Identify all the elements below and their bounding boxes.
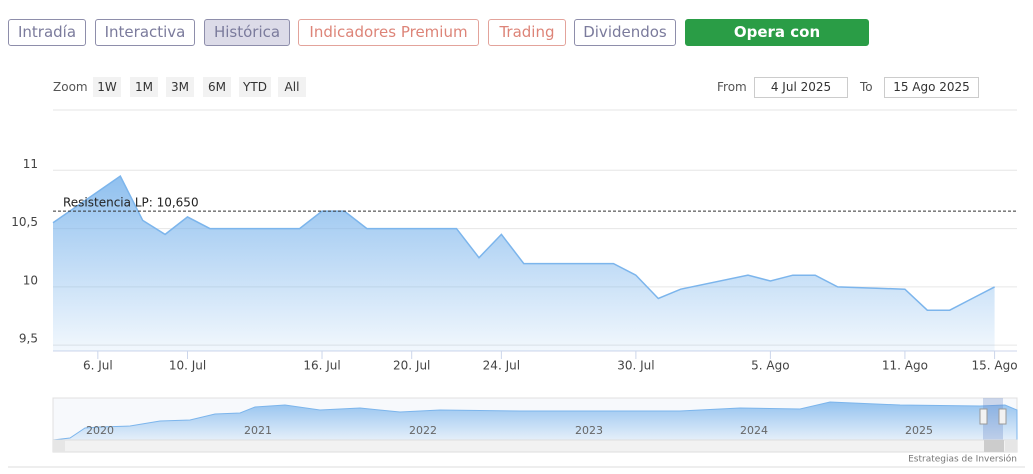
- from-input[interactable]: 4 Jul 2025: [754, 77, 848, 98]
- x-tick-label: 11. Ago: [882, 359, 928, 373]
- zoom-button[interactable]: All: [278, 77, 306, 97]
- navigator-label: 2020: [86, 424, 114, 437]
- scrollbar[interactable]: [52, 439, 1018, 453]
- x-tick-label: 15. Ago: [972, 359, 1018, 373]
- cta-button[interactable]: Opera con Freedom24: [685, 19, 869, 66]
- x-tick-label: 20. Jul: [393, 359, 430, 373]
- scroll-left[interactable]: [53, 440, 65, 452]
- y-tick-label: 9,5: [19, 332, 38, 346]
- zoom-button[interactable]: YTD: [239, 77, 271, 97]
- zoom-button[interactable]: 6M: [203, 77, 231, 97]
- navigator-label: 2021: [244, 424, 272, 437]
- zoom-label: Zoom: [53, 80, 88, 94]
- plot-line-label: Resistencia LP: 10,650: [63, 196, 199, 210]
- navigator-label: 2024: [740, 424, 768, 437]
- x-tick-label: 5. Ago: [751, 359, 789, 373]
- scroll-right[interactable]: [1005, 440, 1017, 452]
- zoom-button[interactable]: 3M: [166, 77, 194, 97]
- navigator: [52, 397, 1018, 453]
- tab[interactable]: Trading: [488, 19, 566, 46]
- navigator-area: [52, 401, 1018, 441]
- x-tick-label: 6. Jul: [83, 359, 113, 373]
- line: [52, 174, 995, 311]
- y-tick-label: 10,5: [11, 215, 38, 229]
- x-tick-label: 24. Jul: [483, 359, 520, 373]
- navigator-label: 2025: [905, 424, 933, 437]
- y-tick-label: 11: [23, 157, 38, 171]
- tab[interactable]: Dividendos: [574, 19, 676, 46]
- area: [53, 176, 995, 351]
- to-input[interactable]: 15 Ago 2025: [884, 77, 979, 98]
- zoom-button[interactable]: 1M: [130, 77, 158, 97]
- navigator-label: 2022: [409, 424, 437, 437]
- scrollbar-thumb[interactable]: [984, 440, 1004, 452]
- credit: Estrategias de Inversión: [908, 454, 1017, 465]
- tab[interactable]: Histórica: [204, 19, 290, 46]
- navigator-mask: [983, 398, 1003, 440]
- navigator-handle[interactable]: [979, 408, 988, 425]
- x-tick-label: 10. Jul: [169, 359, 206, 373]
- navigator-label: 2023: [575, 424, 603, 437]
- x-tick-label: 16. Jul: [303, 359, 340, 373]
- to-label: To: [860, 80, 873, 94]
- navigator-handle[interactable]: [998, 408, 1007, 425]
- tab[interactable]: Intradía: [8, 19, 86, 46]
- tab[interactable]: Indicadores Premium: [298, 19, 479, 46]
- tab[interactable]: Interactiva: [95, 19, 195, 46]
- from-label: From: [717, 80, 747, 94]
- x-tick-label: 30. Jul: [617, 359, 654, 373]
- zoom-button[interactable]: 1W: [93, 77, 121, 97]
- y-tick-label: 10: [23, 273, 38, 287]
